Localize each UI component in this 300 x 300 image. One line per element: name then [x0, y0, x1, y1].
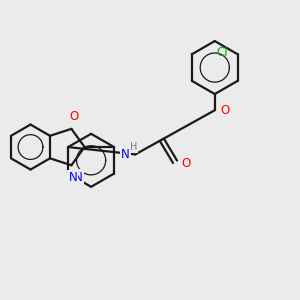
Text: Cl: Cl	[217, 46, 228, 59]
Text: N: N	[74, 171, 83, 184]
Text: N: N	[68, 171, 77, 184]
Text: N: N	[121, 148, 130, 161]
Text: O: O	[69, 110, 78, 123]
Text: O: O	[220, 104, 229, 117]
Text: H: H	[130, 142, 137, 152]
Text: O: O	[181, 157, 190, 170]
